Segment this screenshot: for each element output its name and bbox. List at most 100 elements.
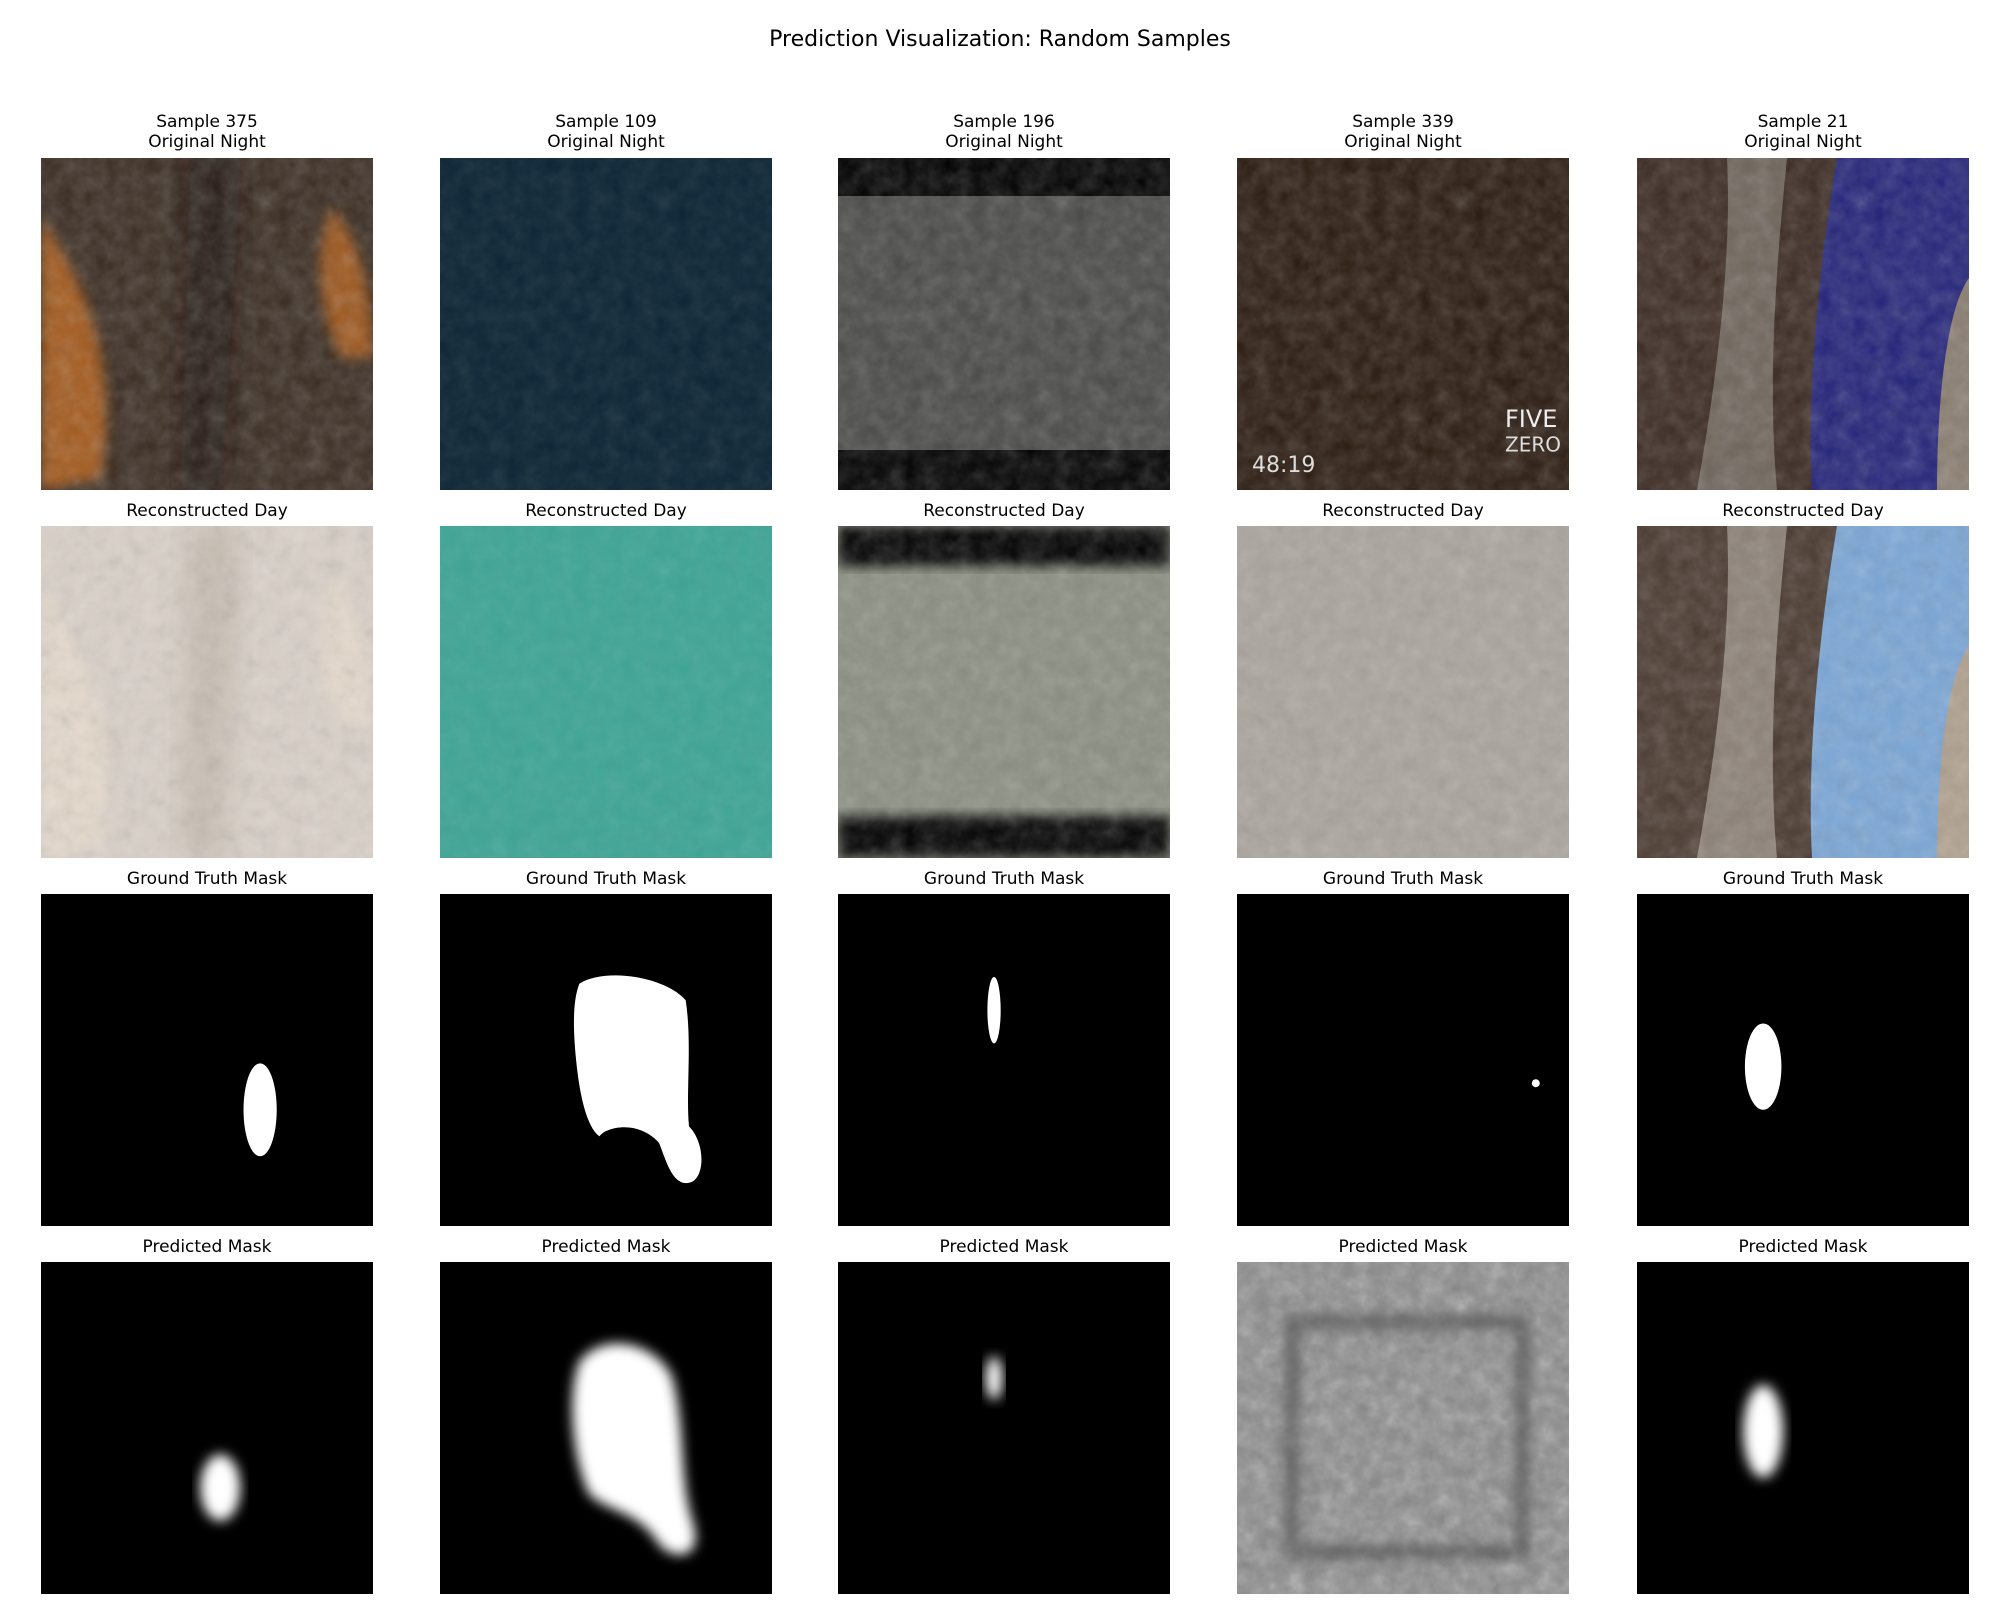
image-bg (1637, 894, 1969, 1226)
frame (1285, 1315, 1529, 1559)
mask-blur (985, 1356, 1003, 1400)
panel-title: Predicted Mask (542, 1237, 671, 1257)
image-content (440, 158, 772, 490)
panel-image (1237, 526, 1569, 858)
panel-image (41, 526, 373, 858)
image-content (41, 526, 373, 858)
panel-title: Predicted Mask (143, 1237, 272, 1257)
panel-image (1637, 526, 1969, 858)
sample-title: Sample 21 (1758, 112, 1849, 132)
panel-image (1637, 158, 1969, 490)
image-bg (41, 894, 373, 1226)
texture (1237, 158, 1569, 490)
image-text: FIVE (1505, 405, 1557, 433)
panel-image (838, 1262, 1170, 1594)
panel-title: Reconstructed Day (126, 501, 288, 521)
panel-image (838, 526, 1170, 858)
panel-title: Ground Truth Mask (924, 869, 1084, 889)
mask-blur (572, 1343, 696, 1555)
mask-region (572, 1343, 696, 1555)
mask-region (243, 1063, 277, 1157)
image-text: 48:19 (1252, 453, 1315, 478)
mask-blur (1743, 1384, 1784, 1478)
panel-image (440, 526, 772, 858)
mask-blur (200, 1454, 241, 1521)
sample-title: Sample 339 (1352, 112, 1454, 132)
mask-region (1531, 1079, 1540, 1088)
mask-region (1744, 1023, 1782, 1110)
image-content (1237, 894, 1569, 1226)
panel-image (41, 894, 373, 1226)
panel-image (440, 158, 772, 490)
image-content (1637, 894, 1969, 1226)
panel-title: Reconstructed Day (525, 501, 687, 521)
panel-image (838, 894, 1170, 1226)
image-content (440, 1262, 772, 1594)
image-content (41, 158, 373, 490)
sample-title: Sample 375 (156, 112, 258, 132)
panel-image (41, 1262, 373, 1594)
texture (1237, 526, 1569, 858)
panel-title: Predicted Mask (940, 1237, 1069, 1257)
figure-title: Prediction Visualization: Random Samples (769, 27, 1231, 52)
panel-image (1637, 1262, 1969, 1594)
panel-image (41, 158, 373, 490)
panel-title: Original Night (148, 132, 266, 152)
panel-title: Original Night (1744, 132, 1862, 152)
panel-title: Reconstructed Day (923, 501, 1085, 521)
mask-region (987, 977, 1001, 1044)
panel-title: Reconstructed Day (1722, 501, 1884, 521)
mask-region (1743, 1384, 1784, 1478)
panel-title: Ground Truth Mask (1323, 869, 1483, 889)
panel-image (1237, 894, 1569, 1226)
texture (440, 158, 772, 490)
panel-title: Original Night (547, 132, 665, 152)
texture (41, 526, 373, 858)
image-content (838, 526, 1170, 858)
image-content (838, 1262, 1170, 1594)
panel-image (1637, 894, 1969, 1226)
texture (440, 526, 772, 858)
sample-title: Sample 196 (953, 112, 1055, 132)
panel-title: Reconstructed Day (1322, 501, 1484, 521)
image-content (1637, 1262, 1969, 1594)
sample-title: Sample 109 (555, 112, 657, 132)
image-content (41, 1262, 373, 1594)
texture (838, 158, 1170, 490)
texture (1637, 526, 1969, 858)
panel-title: Original Night (1344, 132, 1462, 152)
image-content (41, 894, 373, 1226)
texture (838, 526, 1170, 858)
image-content (1237, 526, 1569, 858)
image-content (440, 894, 772, 1226)
image-content (1237, 1262, 1569, 1594)
image-bg (838, 1262, 1170, 1594)
texture (1637, 158, 1969, 490)
image-bg (838, 894, 1170, 1226)
image-content (838, 158, 1170, 490)
image-content (1637, 158, 1969, 490)
panel-image (440, 894, 772, 1226)
image-bg (1637, 1262, 1969, 1594)
panel-title: Predicted Mask (1339, 1237, 1468, 1257)
panel-image (838, 158, 1170, 490)
image-bg (41, 1262, 373, 1594)
panel-title: Predicted Mask (1739, 1237, 1868, 1257)
texture (41, 158, 373, 490)
panel-title: Ground Truth Mask (127, 869, 287, 889)
image-text: ZERO (1505, 433, 1561, 457)
mask-region (573, 975, 702, 1184)
panel-title: Ground Truth Mask (1723, 869, 1883, 889)
panel-image (440, 1262, 772, 1594)
image-content (838, 894, 1170, 1226)
mask-region (985, 1356, 1003, 1400)
panel-title: Original Night (945, 132, 1063, 152)
image-content (440, 526, 772, 858)
panel-image (1237, 1262, 1569, 1594)
mask-region (200, 1454, 241, 1521)
image-bg (1237, 894, 1569, 1226)
panel-title: Ground Truth Mask (526, 869, 686, 889)
